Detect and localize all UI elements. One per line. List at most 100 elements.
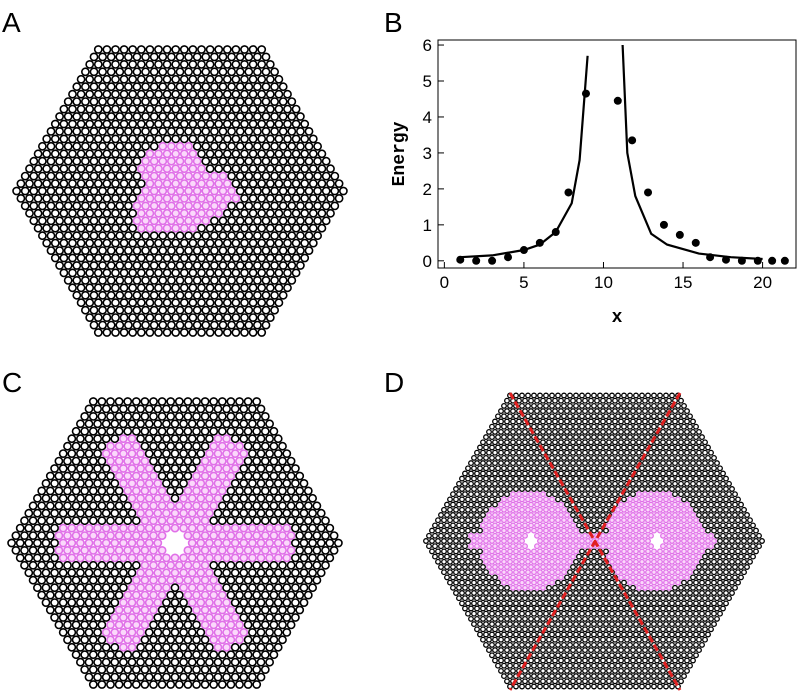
site bbox=[106, 501, 115, 511]
site bbox=[179, 238, 189, 248]
site bbox=[265, 223, 275, 233]
site bbox=[290, 568, 300, 578]
site bbox=[38, 201, 47, 211]
site bbox=[274, 238, 284, 248]
site bbox=[753, 538, 759, 544]
site bbox=[247, 449, 257, 458]
site bbox=[576, 678, 582, 685]
site bbox=[510, 564, 516, 570]
site bbox=[627, 579, 633, 586]
site bbox=[183, 665, 193, 674]
site bbox=[528, 439, 534, 446]
site bbox=[131, 650, 141, 660]
site bbox=[93, 328, 103, 337]
site bbox=[612, 678, 618, 685]
site bbox=[633, 548, 639, 555]
site bbox=[247, 568, 257, 578]
site bbox=[561, 413, 567, 420]
site bbox=[136, 268, 146, 278]
site bbox=[111, 238, 120, 248]
site bbox=[627, 486, 633, 492]
site bbox=[85, 104, 95, 114]
site bbox=[170, 508, 180, 518]
site bbox=[115, 52, 125, 62]
site bbox=[214, 149, 224, 159]
site bbox=[111, 74, 120, 84]
site bbox=[696, 428, 702, 435]
site bbox=[609, 662, 615, 669]
site bbox=[204, 657, 214, 667]
site bbox=[489, 652, 495, 659]
site bbox=[25, 179, 34, 188]
site bbox=[240, 149, 249, 159]
site bbox=[645, 538, 651, 544]
site bbox=[528, 408, 534, 415]
site bbox=[140, 680, 150, 689]
site bbox=[84, 583, 94, 593]
site bbox=[471, 590, 477, 596]
site bbox=[67, 478, 77, 488]
site bbox=[558, 584, 564, 591]
site bbox=[114, 680, 124, 689]
site bbox=[573, 662, 579, 669]
site bbox=[681, 454, 687, 461]
site bbox=[42, 238, 52, 248]
site bbox=[149, 411, 158, 421]
site bbox=[240, 134, 249, 144]
site bbox=[131, 486, 141, 496]
site bbox=[678, 397, 684, 404]
site bbox=[88, 426, 98, 436]
site bbox=[678, 626, 684, 633]
site bbox=[119, 642, 128, 652]
site bbox=[519, 496, 525, 503]
site bbox=[612, 439, 618, 446]
site bbox=[648, 460, 654, 467]
site bbox=[222, 657, 231, 667]
site bbox=[131, 411, 141, 421]
site bbox=[110, 434, 120, 444]
site bbox=[217, 560, 227, 570]
data-point bbox=[504, 253, 513, 262]
site bbox=[474, 595, 480, 602]
site bbox=[170, 613, 180, 622]
site bbox=[81, 231, 90, 241]
site bbox=[501, 631, 507, 638]
site bbox=[243, 635, 253, 645]
site bbox=[594, 449, 600, 456]
site bbox=[525, 527, 531, 534]
site bbox=[504, 647, 510, 654]
site bbox=[504, 543, 510, 550]
site bbox=[157, 501, 167, 511]
site bbox=[184, 156, 193, 166]
site bbox=[522, 543, 528, 550]
site bbox=[441, 517, 447, 524]
site bbox=[218, 171, 228, 181]
site bbox=[213, 508, 223, 518]
site bbox=[290, 493, 300, 503]
site bbox=[184, 52, 193, 62]
site bbox=[317, 149, 327, 159]
site bbox=[110, 419, 120, 429]
site bbox=[93, 74, 103, 84]
site bbox=[244, 82, 254, 92]
site bbox=[693, 558, 699, 565]
site bbox=[291, 268, 301, 278]
site bbox=[166, 216, 176, 226]
site bbox=[141, 231, 150, 241]
site bbox=[106, 320, 116, 330]
site bbox=[507, 621, 513, 628]
site bbox=[115, 186, 125, 196]
site bbox=[567, 652, 573, 659]
site bbox=[37, 560, 47, 570]
site bbox=[657, 517, 663, 524]
site bbox=[573, 402, 579, 409]
site bbox=[549, 486, 555, 492]
site bbox=[531, 496, 537, 503]
site bbox=[567, 673, 573, 680]
site bbox=[687, 579, 693, 586]
site bbox=[534, 543, 540, 550]
site bbox=[166, 471, 176, 481]
site bbox=[684, 667, 690, 674]
site bbox=[720, 574, 726, 581]
site bbox=[45, 590, 55, 600]
